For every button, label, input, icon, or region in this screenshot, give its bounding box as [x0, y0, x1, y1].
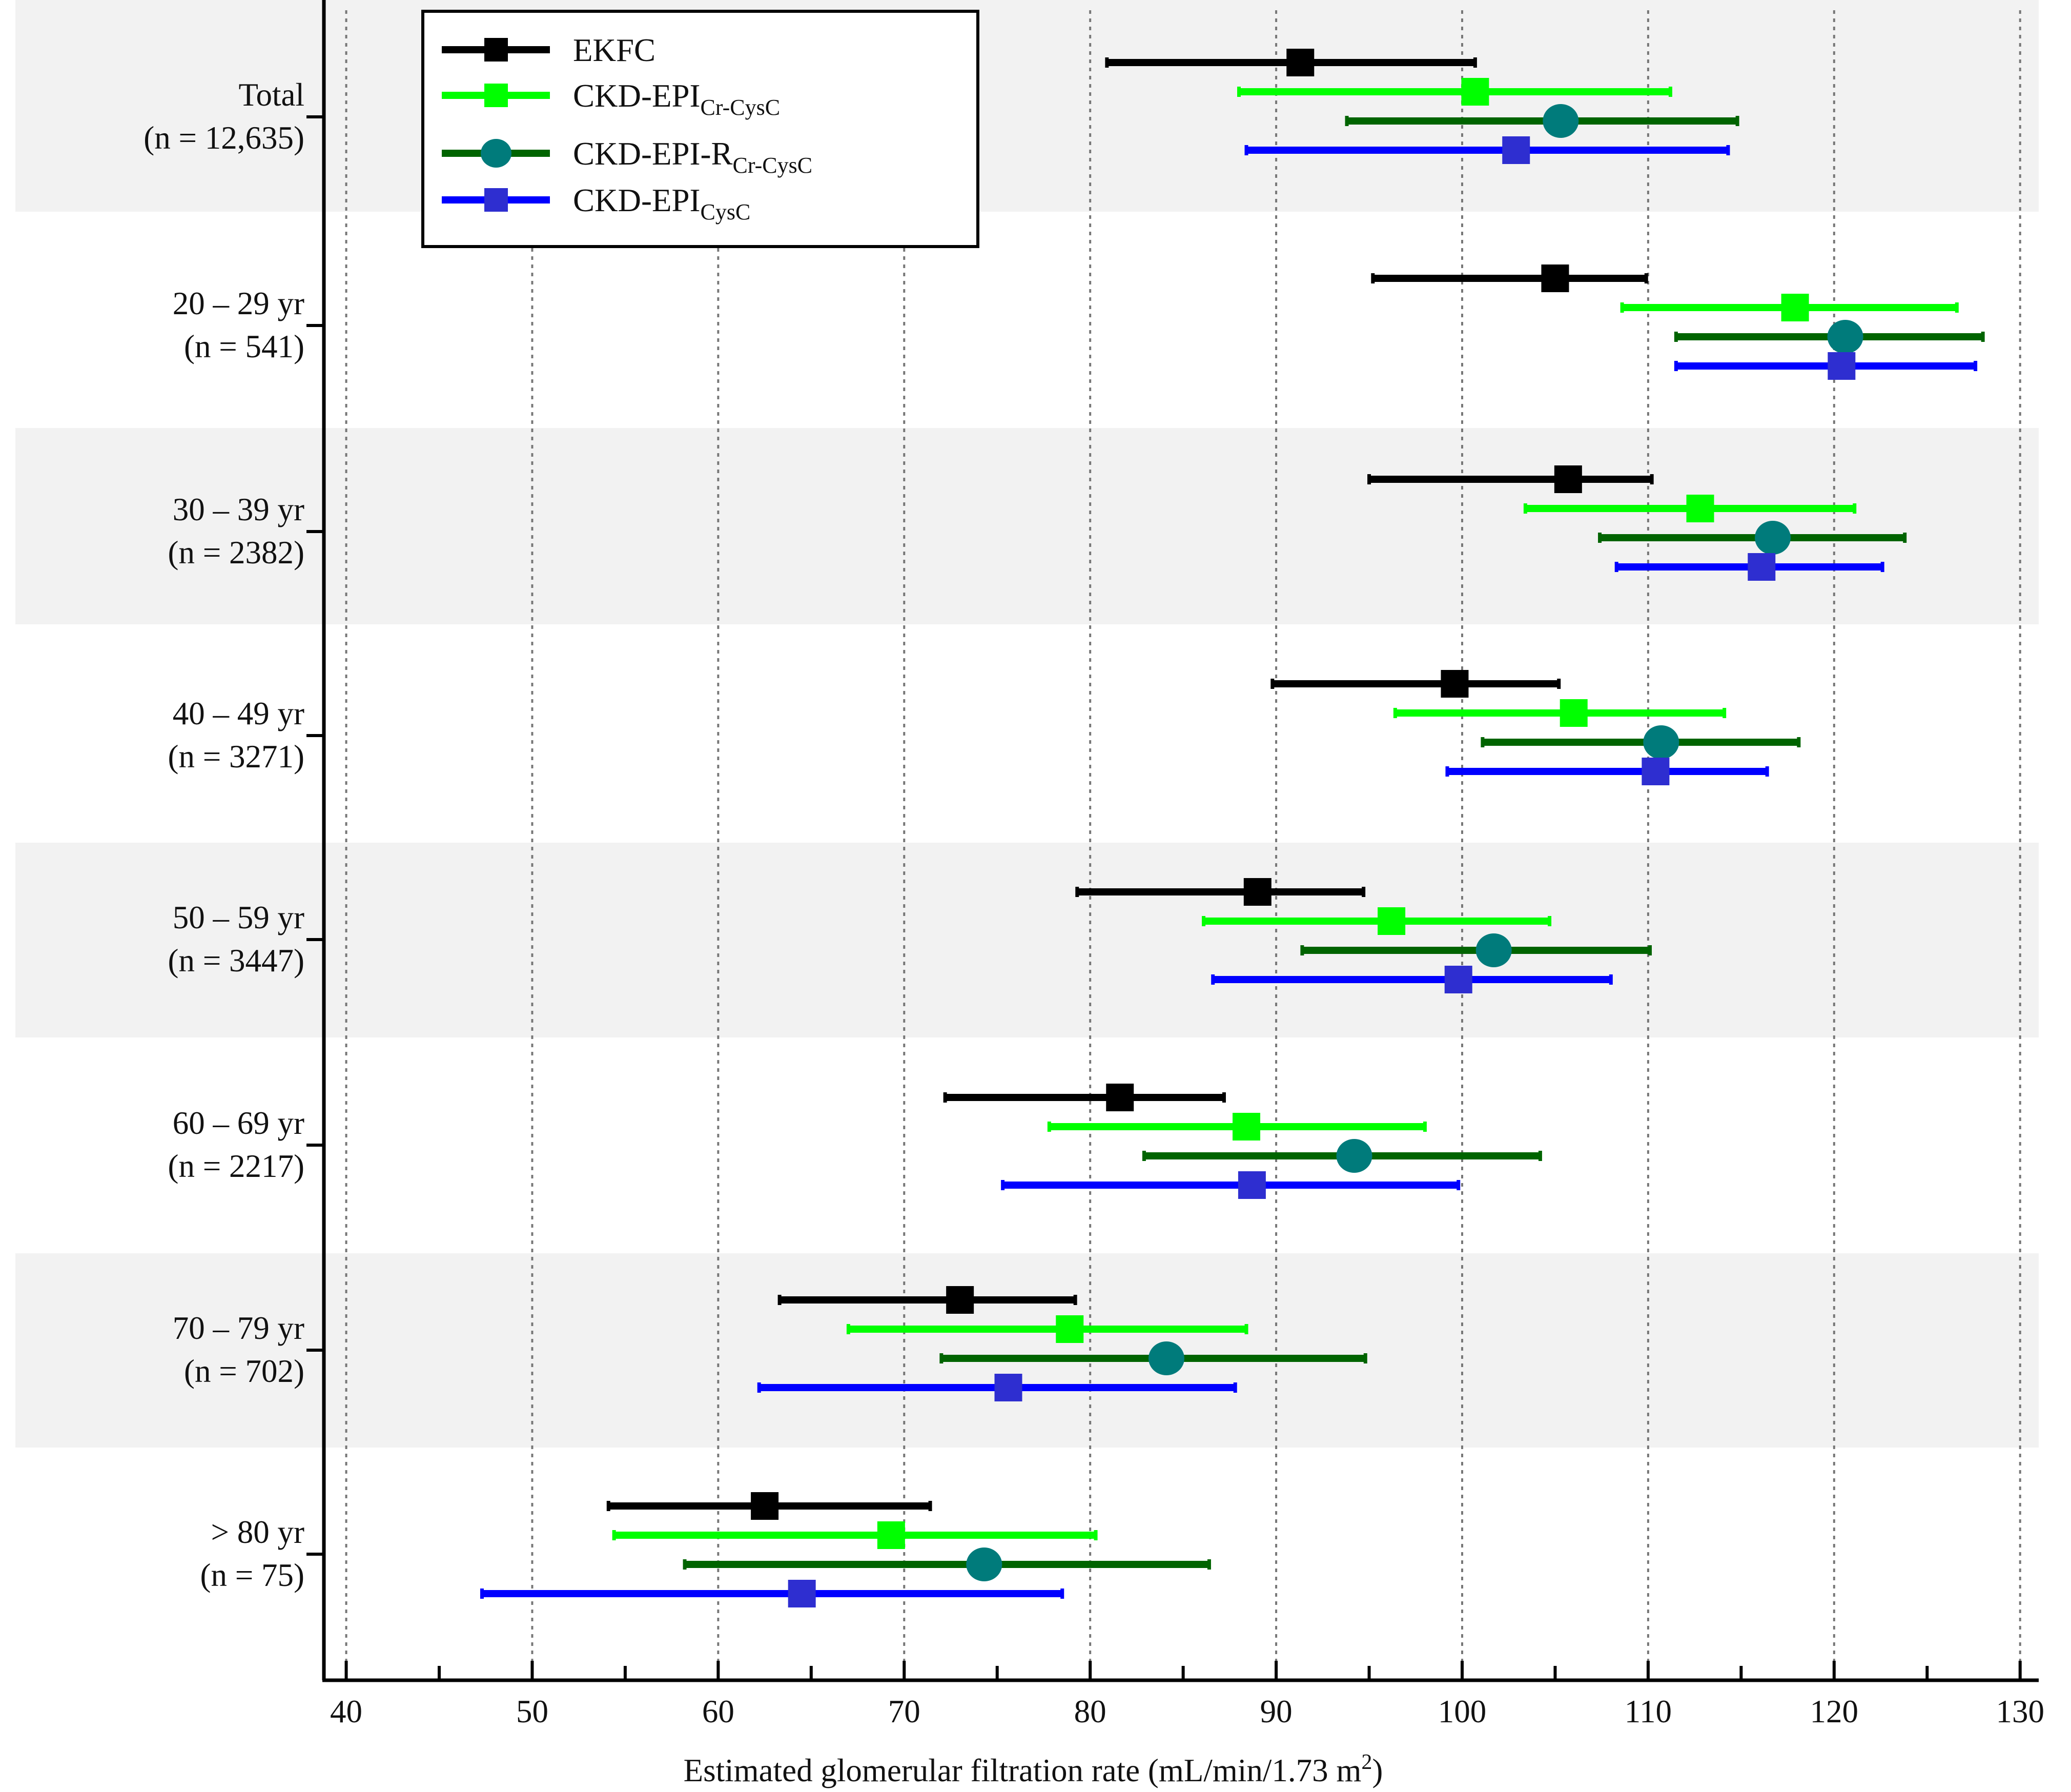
group-n: (n = 702) [184, 1353, 304, 1389]
mean-marker [1828, 352, 1856, 380]
mean-marker [1106, 1084, 1134, 1111]
mean-marker [1444, 966, 1472, 993]
x-tick-labels: 40 50 60 70 80 90 100 110 120 130 [330, 1694, 2044, 1729]
mean-marker [1502, 136, 1530, 164]
group-band [15, 0, 2039, 212]
mean-marker [1541, 264, 1569, 292]
mean-marker [1286, 49, 1315, 76]
group-n: (n = 3271) [168, 739, 305, 775]
x-tick-label: 90 [1260, 1694, 1293, 1729]
mean-marker [1233, 1113, 1261, 1141]
x-tick-label: 110 [1625, 1694, 1672, 1729]
axes [306, 0, 2039, 1682]
mean-marker [1748, 553, 1776, 581]
mean-marker [788, 1580, 816, 1607]
group-labels: Total (n = 12,635) 20 – 29 yr (n = 541) 30 –… [143, 77, 304, 1593]
mean-marker [946, 1286, 974, 1314]
group-label: 70 – 79 yr [173, 1310, 304, 1346]
group-band [15, 843, 2039, 1037]
legend-marker [481, 139, 511, 168]
x-tick-label: 70 [888, 1694, 920, 1729]
x-tick-label: 50 [516, 1694, 548, 1729]
mean-marker [1336, 1139, 1372, 1173]
group-band [15, 1253, 2039, 1448]
x-tick-label: 120 [1810, 1694, 1859, 1729]
legend-marker [484, 38, 508, 62]
mean-marker [1056, 1315, 1084, 1343]
group-label: 40 – 49 yr [173, 696, 304, 731]
legend-label: CKD-EPICysC [573, 182, 750, 225]
group-label: 50 – 59 yr [173, 900, 304, 935]
x-tick-label: 80 [1074, 1694, 1106, 1729]
mean-marker [1238, 1171, 1266, 1199]
x-tick-label: 60 [702, 1694, 734, 1729]
mean-marker [1643, 725, 1679, 759]
x-tick-label: 40 [330, 1694, 362, 1729]
group-n: (n = 541) [184, 329, 304, 364]
group-bands [15, 0, 2039, 1448]
group-label: > 80 yr [211, 1514, 304, 1550]
group-label: 20 – 29 yr [173, 286, 304, 321]
mean-marker [1475, 933, 1512, 967]
mean-marker [1560, 699, 1588, 727]
legend-label: CKD-EPICr-CysC [573, 78, 780, 120]
mean-marker [1642, 758, 1670, 785]
group-n: (n = 3447) [168, 943, 305, 979]
mean-marker [1781, 294, 1809, 321]
legend-label: CKD-EPI-RCr-CysC [573, 136, 812, 178]
mean-marker [1378, 907, 1406, 935]
data-series [480, 49, 1985, 1607]
group-label: 60 – 69 yr [173, 1105, 304, 1141]
mean-marker [751, 1492, 779, 1520]
mean-marker [966, 1547, 1002, 1581]
legend-label: EKFC [573, 32, 655, 68]
x-tick-label: 130 [1996, 1694, 2044, 1729]
mean-marker [1686, 495, 1714, 522]
group-band [15, 428, 2039, 624]
group-label: Total [238, 77, 304, 113]
mean-marker [1827, 320, 1863, 354]
legend: EKFC CKD-EPICr-CysC CKD-EPI-RCr-CysCCKD-EP… [421, 10, 979, 248]
group-n: (n = 75) [200, 1557, 305, 1593]
group-n: (n = 2382) [168, 535, 305, 571]
legend-marker [484, 84, 508, 107]
mean-marker [1441, 670, 1469, 698]
mean-marker [1554, 465, 1582, 493]
group-label: 30 – 39 yr [173, 492, 304, 527]
legend-marker [484, 188, 508, 212]
mean-marker [1243, 878, 1272, 906]
x-axis-title: Estimated glomerular filtration rate (mL… [684, 1750, 1383, 1788]
group-n: (n = 12,635) [143, 120, 304, 156]
mean-marker [877, 1521, 905, 1549]
mean-marker [1461, 78, 1489, 106]
mean-marker [994, 1374, 1022, 1401]
group-n: (n = 2217) [168, 1148, 305, 1184]
mean-marker [1755, 521, 1791, 555]
x-tick-label: 100 [1438, 1694, 1487, 1729]
mean-marker [1148, 1341, 1184, 1375]
mean-marker [1543, 104, 1579, 138]
